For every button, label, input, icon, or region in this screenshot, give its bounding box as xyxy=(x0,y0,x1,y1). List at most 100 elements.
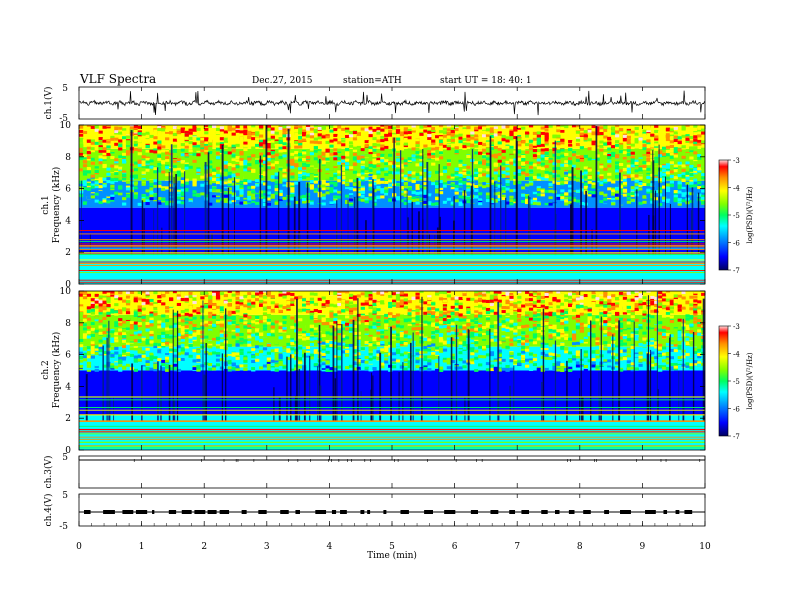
spectrogram-cell xyxy=(626,149,631,153)
ch1-colorbar-label: log(PSD)(V²/Hz) xyxy=(746,186,754,243)
spectrogram-cell xyxy=(165,291,170,294)
spectrogram-cell xyxy=(200,173,205,177)
spectrogram-cell xyxy=(540,148,545,152)
spectrogram-cell xyxy=(341,151,346,155)
spectrogram-cell xyxy=(356,198,361,202)
spectrogram-cell xyxy=(693,167,698,171)
spectrogram-cell xyxy=(630,151,635,155)
spectrogram-cell xyxy=(466,134,471,138)
spectrogram-cell xyxy=(384,173,389,177)
spectrogram-cell xyxy=(505,145,510,149)
spectrogram-cell xyxy=(654,147,659,151)
spectrogram-cell xyxy=(79,293,84,297)
spectrogram-cell xyxy=(466,196,471,200)
spectrogram-cell xyxy=(157,345,162,349)
spectrogram-cell xyxy=(399,192,405,196)
spectrogram-cell xyxy=(376,164,381,168)
spectrogram-cell xyxy=(411,144,416,148)
spectrogram-cell xyxy=(302,349,307,353)
spectrogram-cell xyxy=(302,351,307,355)
spectrogram-cell xyxy=(298,300,303,304)
spectrogram-cell xyxy=(227,144,232,148)
spectrogram-cell xyxy=(438,136,444,140)
spectrogram-cell xyxy=(298,361,303,365)
spectrogram-cell xyxy=(165,156,170,160)
spectrogram-cell xyxy=(204,291,209,295)
spectrogram-cell xyxy=(462,135,467,139)
spectrogram-cell xyxy=(90,351,95,355)
spectrogram-cell xyxy=(313,146,318,150)
spectrogram-cell xyxy=(454,191,459,195)
spectrogram-cell xyxy=(446,159,451,163)
spectrogram-cell xyxy=(231,310,236,314)
spectrogram-cell xyxy=(94,156,99,160)
spectrogram-cell xyxy=(552,148,557,152)
spectrogram-cell xyxy=(231,293,236,297)
spectrogram-cell xyxy=(290,165,295,169)
spectrogram-streak xyxy=(652,215,655,256)
spectrogram-cell xyxy=(208,291,213,293)
spectrogram-cell xyxy=(180,180,185,184)
spectrogram-cell xyxy=(255,324,260,328)
spectrogram-cell xyxy=(595,174,600,178)
spectrogram-cell xyxy=(407,136,412,140)
spectrogram-cell xyxy=(212,340,217,344)
spectrogram-cell xyxy=(646,141,651,145)
spectrogram-cell xyxy=(607,178,612,182)
spectrogram-cell xyxy=(618,194,624,198)
spectrogram-cell xyxy=(427,130,432,134)
spectrogram-cell xyxy=(133,147,138,151)
spectrogram-cell xyxy=(110,169,115,173)
spectrogram-streak xyxy=(428,233,430,256)
spectrogram-cell xyxy=(247,179,252,183)
spectrogram-cell xyxy=(474,176,479,180)
spectrogram-cell xyxy=(513,126,518,130)
spectrogram-cell xyxy=(556,134,561,138)
spectrogram-cell xyxy=(638,168,643,172)
spectrogram-cell xyxy=(251,200,256,204)
spectrogram-cell xyxy=(161,170,166,174)
spectrogram-cell xyxy=(215,173,221,177)
spectrogram-cell xyxy=(149,179,154,183)
spectrogram-cell xyxy=(118,364,123,368)
spectrogram-cell xyxy=(255,194,260,198)
spectrogram-cell xyxy=(579,155,585,159)
spectrogram-cell xyxy=(98,139,103,143)
spectrogram-cell xyxy=(485,163,491,167)
spectrogram-cell xyxy=(286,306,291,310)
spectrogram-cell xyxy=(184,333,189,337)
spectrogram-cell xyxy=(305,346,311,350)
spectrogram-cell xyxy=(474,174,479,178)
spectrogram-cell xyxy=(188,128,193,132)
spectrogram-cell xyxy=(192,193,197,197)
spectrogram-cell xyxy=(262,312,268,316)
spectrogram-cell xyxy=(79,129,84,133)
spectrogram-cell xyxy=(532,155,538,159)
spectrogram-cell xyxy=(223,137,228,141)
spectrogram-cell xyxy=(106,129,111,133)
spectrogram-cell xyxy=(622,191,628,195)
spectrogram-cell xyxy=(603,135,608,139)
spectrogram-cell xyxy=(278,333,283,337)
spectrogram-cell xyxy=(290,182,295,186)
spectrogram-cell xyxy=(118,332,123,336)
spectrogram-cell xyxy=(106,299,111,303)
spectrogram-cell xyxy=(380,156,385,160)
spectrogram-cell xyxy=(278,359,283,363)
spectrogram-cell xyxy=(579,132,585,136)
spectrogram-cell xyxy=(122,177,127,181)
spectrogram-cell xyxy=(114,346,119,350)
spectrogram-streak xyxy=(438,164,440,256)
spectrogram-cell xyxy=(552,190,557,194)
spectrogram-cell xyxy=(247,343,252,347)
spectrogram-cell xyxy=(208,142,213,146)
spectrogram-cell xyxy=(90,333,95,337)
spectrogram-cell xyxy=(654,156,659,160)
spectrogram-cell xyxy=(270,175,275,179)
spectrogram-cell xyxy=(489,139,495,143)
spectrogram-cell xyxy=(665,183,671,187)
spectrogram-cell xyxy=(521,193,526,197)
spectrogram-cell xyxy=(204,147,209,151)
spectrogram-cell xyxy=(145,363,150,367)
spectrogram-cell xyxy=(145,302,150,306)
